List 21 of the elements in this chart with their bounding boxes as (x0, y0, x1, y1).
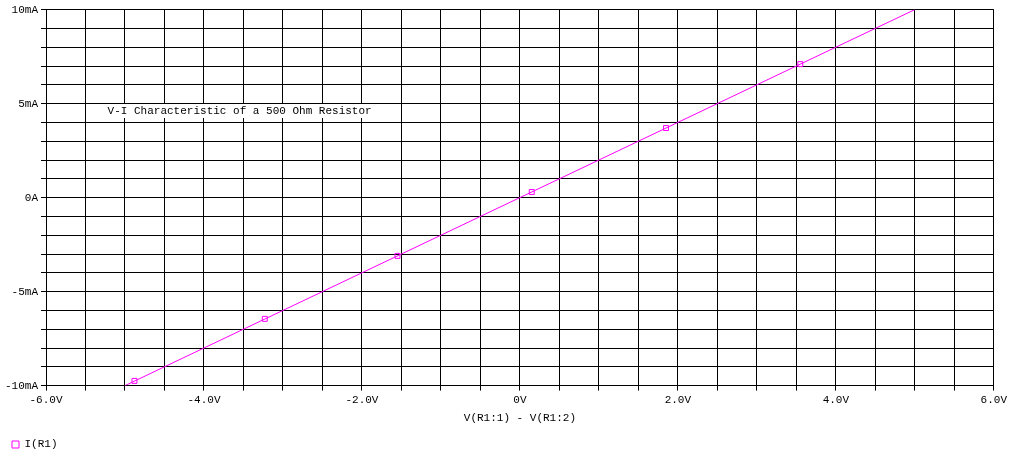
point (131, 377, 138, 384)
x-tick-label: -4.0V (187, 394, 221, 407)
x-axis-title: V(R1:1) - V(R1:2) (463, 412, 577, 425)
x-tick-label: 2.0V (664, 394, 692, 407)
x-tick-label: 0V (513, 394, 527, 407)
y-tick-label: 0A (24, 191, 39, 204)
x-tick-label: -6.0V (29, 394, 63, 407)
y-tick-label: 5mA (18, 97, 39, 110)
point (528, 188, 535, 195)
y-tick-label: -10mA (4, 379, 39, 392)
x-tick-label: 4.0V (822, 394, 850, 407)
x-tick-label: 6.0V (980, 394, 1008, 407)
y-tick-label: -5mA (11, 285, 39, 298)
legend-label: I(R1) (24, 438, 58, 451)
y-tick-label: 10mA (11, 3, 39, 16)
annotation: V-I Characteristic of a 500 Ohm Resistor (107, 105, 372, 118)
point (394, 252, 401, 259)
x-tick-label: -2.0V (345, 394, 379, 407)
point (261, 315, 268, 322)
point (797, 61, 804, 68)
point (663, 125, 669, 132)
